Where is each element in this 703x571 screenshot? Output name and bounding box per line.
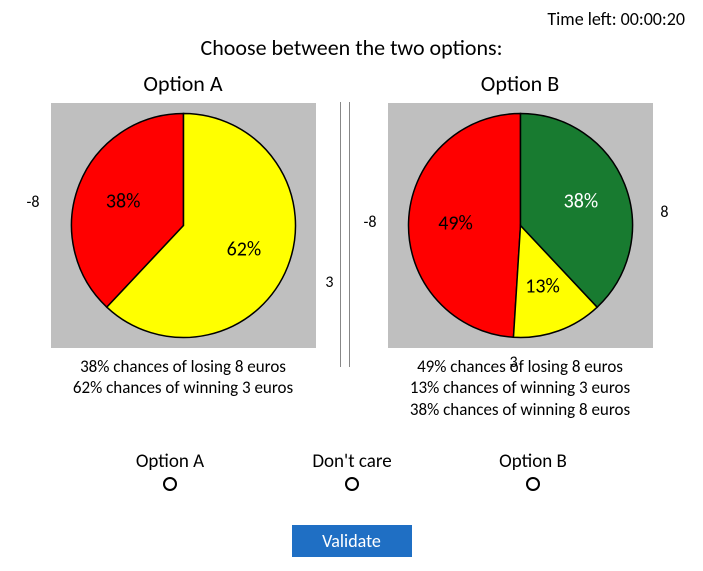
option-b-desc-line-1: 13% chances of winning 3 euros — [355, 377, 685, 398]
option-b-column: Option B 49% 13% 38% -8 3 8 49% chances of… — [355, 70, 685, 420]
option-b-chart-panel: 49%13%38% -8 3 8 — [388, 103, 653, 348]
choice-option-a[interactable]: Option A — [110, 450, 230, 491]
option-a-desc-line-0: 38% chances of losing 8 euros — [18, 356, 348, 377]
option-a-chart-panel: 38%62% -8 3 — [51, 103, 316, 348]
option-a-outer-label-0: -8 — [27, 193, 40, 212]
pie-slice-label: 38% — [105, 190, 140, 214]
validate-button[interactable]: Validate — [292, 525, 412, 557]
radio-icon — [345, 477, 359, 491]
prompt-text: Choose between the two options: — [0, 34, 703, 61]
pie-slice-label: 13% — [525, 275, 560, 299]
options-row: Option A 38% 62% -8 3 38% chances of losi… — [0, 70, 703, 410]
validate-button-label: Validate — [322, 530, 381, 552]
option-a-desc: 38% chances of losing 8 euros 62% chance… — [18, 356, 348, 399]
option-a-pie: 38% 62% — [51, 103, 316, 348]
option-b-title: Option B — [355, 70, 685, 97]
option-b-pie: 49% 13% 38% — [388, 103, 653, 348]
option-b-outer-label-2: 8 — [660, 203, 668, 222]
choice-option-b[interactable]: Option B — [473, 450, 593, 491]
option-b-desc: 49% chances of losing 8 euros 13% chance… — [355, 356, 685, 420]
choice-option-b-label: Option B — [473, 450, 593, 473]
option-b-desc-line-0: 49% chances of losing 8 euros — [355, 356, 685, 377]
timer-display: Time left: 00:00:20 — [547, 8, 685, 30]
choices-row: Option A Don't care Option B — [0, 450, 703, 510]
timer-value: 00:00:20 — [621, 8, 685, 30]
option-b-outer-label-0: -8 — [364, 213, 377, 232]
option-b-outer-label-1: 3 — [510, 353, 518, 372]
vertical-divider — [340, 102, 350, 367]
timer-label: Time left: — [547, 8, 616, 30]
option-a-column: Option A 38% 62% -8 3 38% chances of losi… — [18, 70, 348, 399]
option-a-title: Option A — [18, 70, 348, 97]
choice-option-a-label: Option A — [110, 450, 230, 473]
option-a-outer-label-1: 3 — [325, 273, 333, 292]
pie-slice-label: 49% — [438, 211, 473, 235]
choice-dont-care-label: Don't care — [292, 450, 412, 473]
option-b-desc-line-2: 38% chances of winning 8 euros — [355, 399, 685, 420]
option-a-desc-line-1: 62% chances of winning 3 euros — [18, 377, 348, 398]
radio-icon — [163, 477, 177, 491]
radio-icon — [526, 477, 540, 491]
pie-slice-label: 62% — [226, 237, 261, 261]
pie-slice-label: 38% — [563, 190, 598, 214]
choice-dont-care[interactable]: Don't care — [292, 450, 412, 491]
